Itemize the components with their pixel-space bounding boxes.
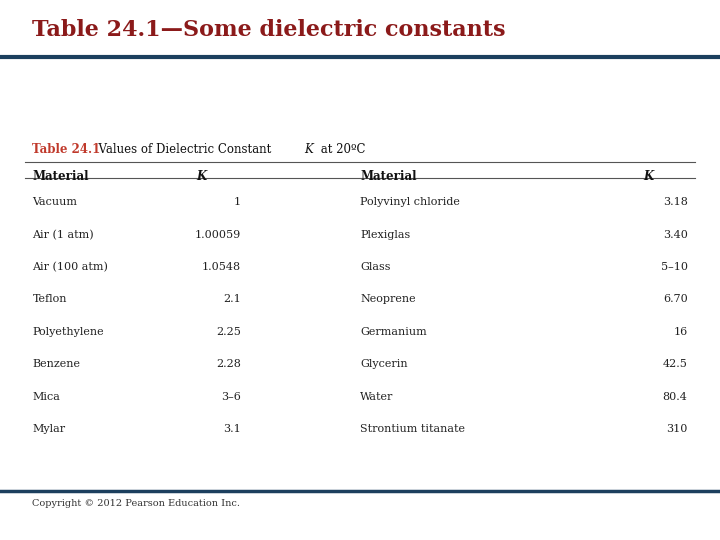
Text: Polyvinyl chloride: Polyvinyl chloride [360,197,460,207]
Text: Water: Water [360,392,393,402]
Text: 6.70: 6.70 [663,294,688,305]
Text: Plexiglas: Plexiglas [360,230,410,240]
Text: 1.00059: 1.00059 [195,230,241,240]
Text: K: K [197,170,207,183]
Text: 5–10: 5–10 [661,262,688,272]
Text: Table 24.1—Some dielectric constants: Table 24.1—Some dielectric constants [32,19,506,41]
Text: Strontium titanate: Strontium titanate [360,424,465,434]
Text: Air (1 atm): Air (1 atm) [32,230,94,240]
Text: at 20ºC: at 20ºC [317,143,365,156]
Text: 16: 16 [673,327,688,337]
Text: Values of Dielectric Constant: Values of Dielectric Constant [91,143,276,156]
Text: 2.25: 2.25 [216,327,241,337]
Text: 1.0548: 1.0548 [202,262,241,272]
Text: K: K [643,170,653,183]
Text: Glass: Glass [360,262,390,272]
Text: Glycerin: Glycerin [360,359,408,369]
Text: Copyright © 2012 Pearson Education Inc.: Copyright © 2012 Pearson Education Inc. [32,500,240,509]
Text: 3–6: 3–6 [221,392,241,402]
Text: Material: Material [360,170,416,183]
Text: Benzene: Benzene [32,359,81,369]
Text: 3.18: 3.18 [662,197,688,207]
Text: 2.1: 2.1 [223,294,241,305]
Text: 2.28: 2.28 [216,359,241,369]
Text: Mylar: Mylar [32,424,66,434]
Text: Teflon: Teflon [32,294,67,305]
Text: Air (100 atm): Air (100 atm) [32,262,108,272]
Text: Neoprene: Neoprene [360,294,415,305]
Text: Mica: Mica [32,392,60,402]
Text: Table 24.1: Table 24.1 [32,143,101,156]
Text: Polyethylene: Polyethylene [32,327,104,337]
Text: 42.5: 42.5 [662,359,688,369]
Text: Material: Material [32,170,89,183]
Text: K: K [304,143,312,156]
Text: 3.1: 3.1 [223,424,241,434]
Text: 1: 1 [234,197,241,207]
Text: 3.40: 3.40 [662,230,688,240]
Text: 310: 310 [666,424,688,434]
Text: Germanium: Germanium [360,327,427,337]
Text: Vacuum: Vacuum [32,197,78,207]
Text: 80.4: 80.4 [662,392,688,402]
